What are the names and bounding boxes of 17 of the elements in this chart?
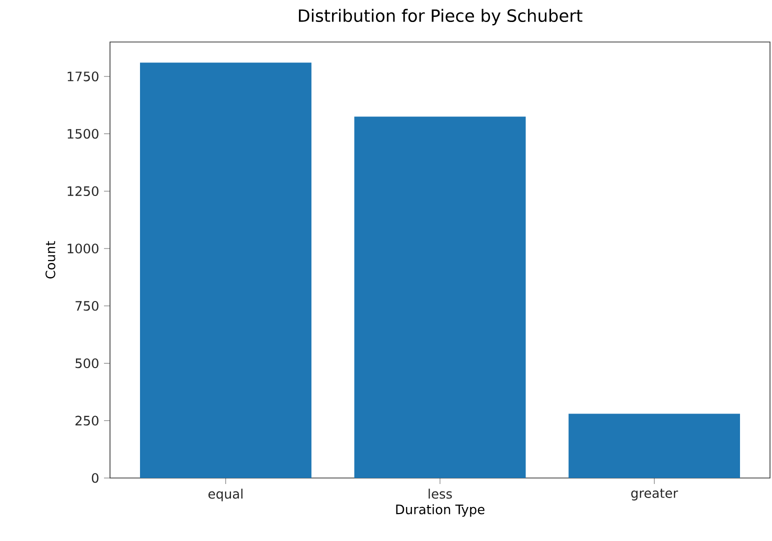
- x-tick-label: less: [428, 488, 452, 499]
- y-tick-label: 1000: [68, 244, 98, 254]
- bar: [354, 116, 526, 478]
- x-tick-label: greater: [631, 488, 678, 500]
- bar: [140, 62, 312, 478]
- y-tick-label: 750: [76, 301, 98, 311]
- x-axis-title: Duration Type: [396, 504, 484, 517]
- y-axis-title: Count: [46, 241, 56, 279]
- bar: [568, 414, 740, 478]
- x-tick-label: equal: [208, 488, 242, 502]
- chart-title: Distribution for Piece by Schubert: [298, 8, 582, 26]
- y-tick-label: 250: [76, 416, 98, 426]
- y-tick-label: 1250: [68, 186, 98, 196]
- y-tick-label: 500: [76, 358, 98, 368]
- y-tick-label: 0: [92, 473, 98, 483]
- y-tick-label: 1500: [68, 128, 98, 139]
- y-tick-label: 1750: [68, 72, 98, 82]
